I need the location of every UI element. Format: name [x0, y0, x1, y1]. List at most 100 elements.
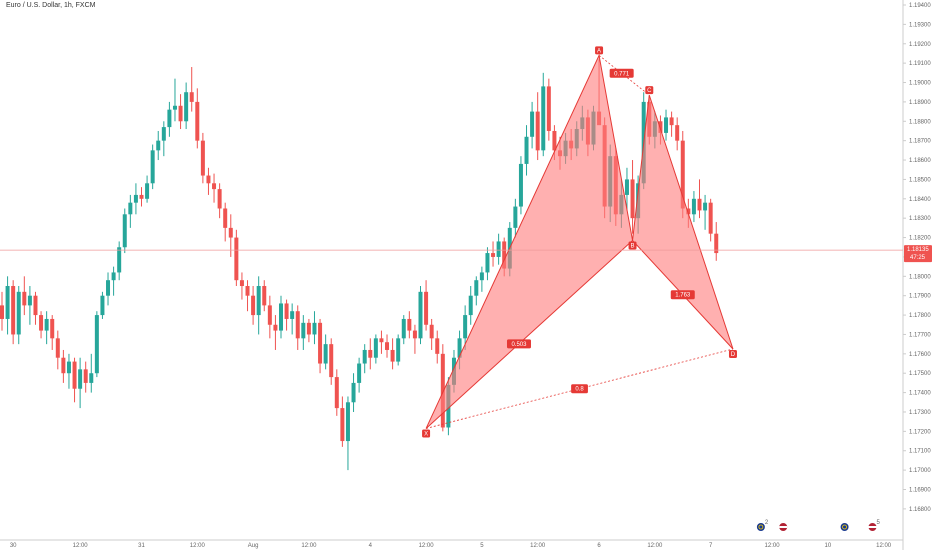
price-tick-label: 1.18200	[909, 236, 931, 242]
candle	[329, 344, 334, 378]
candle	[145, 183, 150, 199]
flag-stars	[842, 524, 847, 530]
pattern-point-marker	[728, 349, 737, 358]
candle	[323, 344, 328, 364]
candle	[122, 214, 127, 248]
candle	[22, 291, 27, 306]
candle	[435, 338, 440, 354]
time-tick-label: 12:00	[419, 543, 435, 549]
candle	[312, 322, 317, 335]
candle	[301, 322, 306, 339]
candle	[184, 92, 189, 122]
candle	[496, 241, 501, 257]
flag-stripe	[779, 526, 788, 528]
price-tick-label: 1.17200	[909, 429, 931, 435]
candle	[33, 295, 38, 316]
candle	[429, 324, 434, 339]
price-tick-label: 1.19100	[909, 61, 931, 67]
candle	[295, 311, 300, 339]
candle	[267, 305, 272, 325]
candle	[89, 373, 94, 383]
candle	[273, 324, 278, 331]
candle	[630, 179, 635, 219]
pattern-point-marker	[595, 46, 604, 55]
ratio-label-box	[506, 339, 531, 349]
current-price-marker: 1.18135 47:25	[0, 245, 932, 263]
candle	[424, 291, 429, 325]
candle	[373, 338, 378, 358]
price-tick-label: 1.18800	[909, 119, 931, 125]
time-tick-label: 12:00	[73, 543, 89, 549]
candle	[200, 140, 205, 176]
candle	[407, 318, 412, 331]
price-tick-label: 1.17300	[909, 410, 931, 416]
candle	[139, 194, 144, 199]
harmonic-pattern[interactable]: 0.771 0.503 1.763 0.8 X A B C D	[422, 46, 737, 438]
candle	[362, 349, 367, 364]
eu-flag-icon	[755, 522, 766, 532]
candle	[239, 280, 244, 287]
candle	[412, 330, 417, 339]
candle	[11, 286, 16, 335]
event-count-badge: 5	[876, 520, 880, 526]
time-axis[interactable]: 30 12:00 31 12:00 Aug 12:00 4 12:00 5 12:00 6 12:00…	[0, 539, 903, 549]
candle	[245, 286, 250, 296]
candle	[390, 349, 395, 362]
candle	[256, 286, 261, 316]
event-count-badge: 2	[765, 520, 769, 526]
candle	[167, 109, 172, 128]
candle	[440, 353, 445, 428]
candle	[474, 280, 479, 296]
price-tick-label: 1.17600	[909, 352, 931, 358]
candle	[351, 382, 356, 403]
price-tick-label: 1.17800	[909, 313, 931, 319]
candle	[251, 295, 256, 316]
candle	[100, 295, 105, 316]
pattern-point-marker	[628, 241, 637, 250]
candle	[530, 111, 535, 137]
pattern-point-label-c: C	[647, 88, 652, 94]
ratio-label-box	[571, 384, 588, 394]
candle	[172, 105, 177, 110]
ratio-label: 1.763	[675, 293, 691, 299]
candle	[418, 291, 423, 339]
candle	[535, 111, 540, 151]
time-tick-label: 30	[10, 543, 17, 549]
chart-title: Euro / U.S. Dollar, 1h, FXCM	[6, 2, 96, 9]
price-tick-label: 1.17700	[909, 332, 931, 338]
candle	[50, 318, 55, 339]
candle	[111, 272, 116, 281]
pattern-point-marker	[422, 429, 431, 438]
candle	[675, 125, 680, 141]
pattern-triangle-xab	[425, 53, 634, 429]
pattern-point-label-x: X	[424, 431, 428, 437]
ratio-line-xd	[425, 348, 734, 429]
candle	[212, 183, 217, 190]
candle	[284, 303, 289, 319]
candle	[223, 208, 228, 228]
candle	[680, 140, 685, 209]
candle	[334, 377, 339, 409]
time-tick-label: 4	[369, 543, 373, 549]
time-tick-label: 31	[138, 543, 145, 549]
candle	[66, 361, 71, 374]
candle	[117, 247, 122, 273]
pattern-point-marker	[645, 86, 654, 95]
price-axis[interactable]: 1.19400 1.19300 1.19200 1.19100 1.19000 1.189…	[902, 0, 931, 550]
candle	[546, 86, 551, 131]
pattern-point-label-b: B	[631, 243, 635, 249]
candle	[518, 163, 523, 207]
price-tick-label: 1.18000	[909, 274, 931, 280]
time-tick-label: 12:00	[765, 543, 781, 549]
candle	[61, 357, 66, 374]
candle	[234, 237, 239, 281]
candle	[396, 338, 401, 362]
candle	[457, 338, 462, 358]
price-tick-label: 1.16900	[909, 488, 931, 494]
time-tick-label: 5	[480, 543, 484, 549]
time-tick-label: 12:00	[190, 543, 206, 549]
flag-stripe	[868, 526, 877, 528]
flag-stars	[758, 524, 764, 530]
